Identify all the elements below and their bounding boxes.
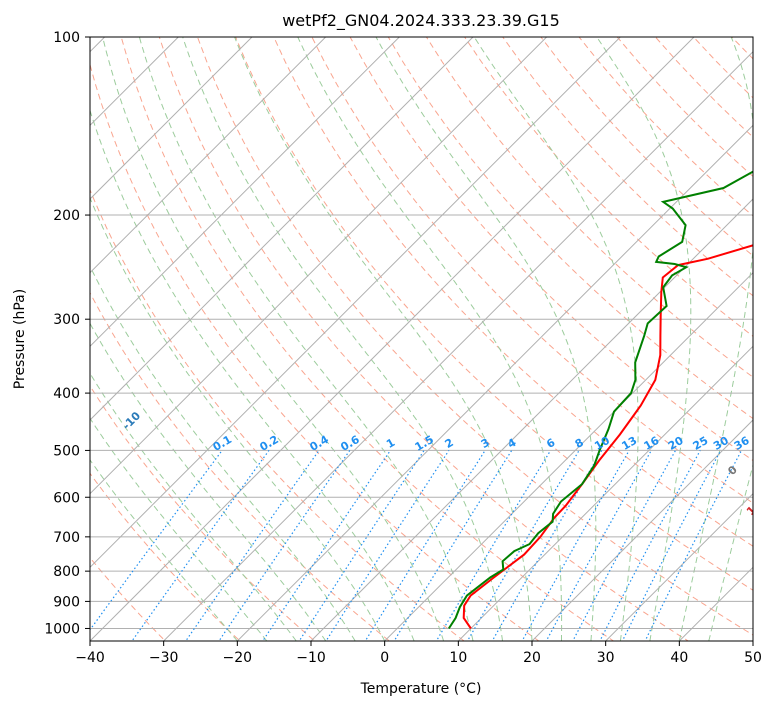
y-tick-label: 200 (53, 208, 80, 224)
moist-adiabat-line (473, 37, 639, 641)
dry-adiabat-line (235, 37, 753, 591)
y-tick-label: 800 (53, 564, 80, 580)
dry-adiabat-line (196, 37, 753, 636)
moist-adiabat-line (102, 37, 445, 641)
isotherm-line (604, 492, 753, 641)
dry-adiabat-line (349, 37, 753, 462)
dry-adiabat-line (425, 37, 753, 378)
moist-adiabat-label: 10 (744, 498, 764, 518)
moist-adiabat-line (375, 37, 597, 641)
y-tick-label: 700 (53, 530, 80, 546)
moist-adiabat-line (678, 37, 753, 641)
mixing-ratio-line (521, 450, 630, 641)
y-tick-label: 900 (53, 594, 80, 610)
moist-adiabat-line (90, 108, 415, 641)
y-tick-label: 600 (53, 490, 80, 506)
isotherm-line (90, 37, 474, 421)
x-tick-label: −10 (296, 650, 326, 666)
mixing-ratio-line (131, 450, 270, 641)
plot-area (90, 37, 753, 641)
isotherm-line (531, 419, 753, 641)
mixing-ratio-line (545, 450, 652, 641)
moist-adiabat-line (234, 37, 533, 641)
moist-adiabat-line (138, 37, 474, 641)
x-tick-label: −20 (223, 650, 253, 666)
dry-adiabat-line (90, 384, 316, 641)
isotherm-line (383, 271, 753, 641)
sounding-series-line (447, 170, 753, 630)
isotherm-line (310, 198, 753, 641)
mixing-ratio-line (90, 450, 223, 631)
moist-adiabat-line (90, 417, 268, 641)
x-tick-label: 30 (597, 650, 615, 666)
dry-adiabat-line (158, 37, 690, 641)
y-tick-label: 100 (53, 30, 80, 46)
moist-adiabat-line (90, 265, 356, 641)
isotherm-line (162, 50, 753, 641)
isotherm-line (90, 37, 622, 569)
x-tick-label: 10 (449, 650, 467, 666)
x-tick-label: 40 (670, 650, 688, 666)
y-tick-label: 500 (53, 443, 80, 459)
dry-adiabat-line (311, 37, 753, 504)
moist-adiabat-line (90, 458, 238, 641)
mixing-ratio-line (262, 450, 391, 641)
dry-adiabat-line (90, 62, 540, 641)
isotherm-line (90, 37, 253, 200)
mixing-ratio-line (435, 450, 552, 641)
moist-adiabat-line (708, 463, 753, 641)
isotherm-line (90, 37, 180, 127)
moist-adiabat-line (90, 196, 386, 641)
mixing-ratio-line (364, 450, 486, 641)
y-tick-label: 300 (53, 312, 80, 328)
mixing-ratio-line (325, 450, 450, 641)
isotherm-line (236, 124, 753, 641)
moist-adiabat-line (297, 37, 563, 641)
x-tick-label: 50 (744, 650, 762, 666)
sounding-series-line (462, 244, 753, 630)
y-tick-label: 1000 (44, 621, 80, 637)
y-axis-label: Pressure (hPa) (12, 289, 28, 389)
mixing-ratio-line (393, 450, 513, 641)
dry-adiabat-line (90, 188, 465, 641)
moist-adiabat-line (596, 37, 692, 641)
isotherm-line (90, 37, 548, 495)
isotherm-line (90, 37, 401, 348)
moist-adiabat-line (182, 37, 503, 641)
axis-ticks: −40 −30 −20 −10 0 10 20 30 40 50 100 200 300 400 500 60… (44, 30, 762, 666)
dry-adiabat-line (120, 37, 615, 641)
x-tick-label: 0 (380, 650, 389, 666)
isotherm-line (457, 345, 753, 641)
x-tick-label: −40 (75, 650, 105, 666)
dry-adiabat-line (464, 37, 753, 337)
mixing-ratio-line (218, 450, 351, 641)
plot-frame (89, 36, 754, 642)
chart-title: wetPf2_GN04.2024.333.23.39.G15 (282, 11, 560, 31)
mixing-ratio-line (572, 450, 677, 641)
x-tick-label: 20 (523, 650, 541, 666)
mixing-ratio-line (298, 450, 425, 641)
y-tick-label: 400 (53, 386, 80, 402)
dry-adiabat-line (387, 37, 753, 420)
isotherm-line (90, 37, 695, 641)
dry-adiabat-line (90, 556, 167, 641)
isotherm-line (90, 37, 327, 274)
moist-adiabat-line (90, 372, 297, 641)
x-axis-label: Temperature (°C) (360, 681, 482, 697)
x-tick-label: −30 (149, 650, 179, 666)
moist-adiabat-line (90, 322, 327, 641)
mixing-ratio-line (466, 450, 580, 641)
